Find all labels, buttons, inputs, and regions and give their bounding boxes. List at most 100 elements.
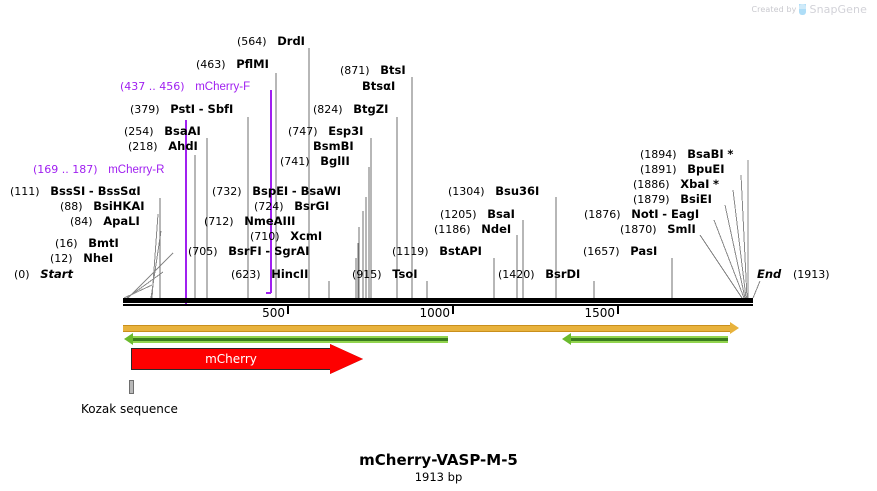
site-name: XbaI xyxy=(680,177,710,191)
site-label-hincii[interactable]: (623) HincII xyxy=(231,268,308,282)
site-name: BsiEI xyxy=(680,192,712,206)
site-position: (1186) xyxy=(434,223,478,236)
site-name: BsrDI xyxy=(545,267,581,281)
site-label-noti-eagi[interactable]: (1876) NotI - EagI xyxy=(584,207,700,222)
site-label-esp3i[interactable]: (747) Esp3I xyxy=(288,125,363,139)
site-name: BsrFI xyxy=(228,244,262,258)
site-star-marker: * xyxy=(727,147,734,161)
site-name: BtsαI xyxy=(362,79,396,93)
site-label-bstapi[interactable]: (1119) BstAPI xyxy=(392,245,482,259)
site-name: BtgZI xyxy=(353,102,389,116)
site-position: (1205) xyxy=(440,208,484,221)
site-position: (16) xyxy=(55,237,85,250)
terminus-label-end[interactable]: End (1913) xyxy=(757,268,837,282)
snapgene-watermark: Created by SnapGene xyxy=(751,3,867,16)
site-position: (1870) xyxy=(620,223,664,236)
site-position: (712) xyxy=(204,215,241,228)
site-name-separator: - xyxy=(662,207,671,221)
site-name: BsaI xyxy=(487,207,515,221)
site-label-bsiei[interactable]: (1879) BsiEI xyxy=(633,192,712,207)
primer-label-mcherry-f[interactable]: (437 .. 456) mCherry-F xyxy=(120,80,250,94)
site-label-ndei[interactable]: (1186) NdeI xyxy=(434,223,511,237)
site-label-bsrdi[interactable]: (1420) BsrDI xyxy=(498,267,581,282)
site-label-bsu36i[interactable]: (1304) Bsu36I xyxy=(448,185,539,199)
site-label-drdi[interactable]: (564) DrdI xyxy=(237,35,305,49)
site-name-separator: - xyxy=(265,244,275,258)
site-position: (254) xyxy=(124,125,161,138)
site-label-bsrfi-sgrai[interactable]: (705) BsrFI - SgrAI xyxy=(188,244,310,259)
site-label-bsai[interactable]: (1205) BsaI xyxy=(440,207,515,222)
site-label-smli[interactable]: (1870) SmlI xyxy=(620,223,696,237)
site-label-bsihkai[interactable]: (88) BsiHKAI xyxy=(60,200,145,214)
site-name: PasI xyxy=(630,244,658,258)
site-name: ApaLI xyxy=(103,214,140,228)
site-name-secondary: BsaWI xyxy=(300,184,341,198)
feature-track-green-left[interactable] xyxy=(133,336,448,343)
site-position: (1894) xyxy=(640,148,684,161)
site-position: (705) xyxy=(188,245,225,258)
site-label-ahdi[interactable]: (218) AhdI xyxy=(128,140,198,154)
site-label-bspei-bsawi[interactable]: (732) BspEI - BsaWI xyxy=(212,184,341,199)
site-name: BspEI xyxy=(252,184,289,198)
ruler-label-1500: 1500 xyxy=(584,306,615,320)
site-position: (564) xyxy=(237,35,274,48)
site-position: (1119) xyxy=(392,245,436,258)
site-position: (1304) xyxy=(448,185,492,198)
feature-arrowhead-orange-forward xyxy=(730,322,739,334)
feature-kozak-sequence-marker[interactable] xyxy=(129,380,134,394)
site-label-pflmi[interactable]: (463) PflMI xyxy=(196,58,269,72)
site-name-separator: - xyxy=(198,102,208,116)
primer-name: mCherry-R xyxy=(108,164,165,176)
site-position: (1420) xyxy=(498,268,542,281)
site-name: PstI xyxy=(170,102,196,116)
feature-track-orange[interactable] xyxy=(123,325,731,332)
primer-label-mcherry-r[interactable]: (169 .. 187) mCherry-R xyxy=(33,163,164,177)
ruler-label-500: 500 xyxy=(262,306,285,320)
site-name: XcmI xyxy=(290,229,323,243)
site-label-bsrgi[interactable]: (724) BsrGI xyxy=(254,200,329,214)
site-name-secondary: SgrAI xyxy=(274,244,310,258)
site-position: (379) xyxy=(130,103,167,116)
site-name-secondary: EagI xyxy=(670,207,700,221)
site-label-bpuei[interactable]: (1891) BpuEI xyxy=(640,163,725,177)
site-name: BssSI xyxy=(50,184,86,198)
watermark-created-by-text: Created by xyxy=(751,5,797,14)
site-label-bsabi[interactable]: (1894) BsaBI * xyxy=(640,147,734,162)
site-label-tsoi[interactable]: (915) TsoI xyxy=(352,268,418,282)
site-name-secondary: BssSαI xyxy=(97,184,141,198)
ruler-tick-1500 xyxy=(617,306,619,314)
site-label-nhei[interactable]: (12) NheI xyxy=(50,251,114,266)
site-position: (732) xyxy=(212,185,249,198)
site-label-apali[interactable]: (84) ApaLI xyxy=(70,214,140,229)
sequence-backbone[interactable] xyxy=(123,298,753,303)
site-name: NheI xyxy=(83,251,114,265)
site-label-bsmbi[interactable]: BsmBI xyxy=(313,140,354,153)
site-name: BmtI xyxy=(88,236,119,250)
site-label-xcmi[interactable]: (710) XcmI xyxy=(250,229,323,244)
site-label-btsi[interactable]: (871) BtsI xyxy=(340,64,406,78)
site-name: BsmBI xyxy=(313,139,354,153)
site-position: (1891) xyxy=(640,163,684,176)
site-position: (747) xyxy=(288,125,325,138)
site-name: NotI xyxy=(631,207,659,221)
site-position: (463) xyxy=(196,58,233,71)
mcherry-arrowhead xyxy=(330,344,363,374)
map-subtitle: 1913 bp xyxy=(414,470,463,484)
site-label-btgzi[interactable]: (824) BtgZI xyxy=(313,102,389,117)
map-title: mCherry-VASP-M-5 xyxy=(359,451,518,469)
site-label-pasi[interactable]: (1657) PasI xyxy=(583,244,658,259)
site-label-xbai[interactable]: (1886) XbaI * xyxy=(633,177,719,192)
site-label-bglii[interactable]: (741) BglII xyxy=(280,154,350,169)
site-name: BglII xyxy=(320,154,350,168)
feature-track-green-right[interactable] xyxy=(571,336,728,343)
site-label-bsssi-bsssai[interactable]: (111) BssSI - BssSαI xyxy=(10,184,141,199)
site-label-psti-sbfi[interactable]: (379) PstI - SbfI xyxy=(130,102,233,117)
terminus-label-start[interactable]: (0) Start xyxy=(14,268,73,282)
site-label-nmeaiii[interactable]: (712) NmeAIII xyxy=(204,215,295,229)
site-label-btsai[interactable]: BtsαI xyxy=(362,80,395,93)
primer-range: (169 .. 187) xyxy=(33,163,105,176)
feature-mcherry-cds[interactable] xyxy=(131,344,363,374)
site-label-bsaai[interactable]: (254) BsaAI xyxy=(124,125,201,139)
mcherry-arrow-body xyxy=(131,348,331,370)
site-label-bmti[interactable]: (16) BmtI xyxy=(55,236,119,251)
